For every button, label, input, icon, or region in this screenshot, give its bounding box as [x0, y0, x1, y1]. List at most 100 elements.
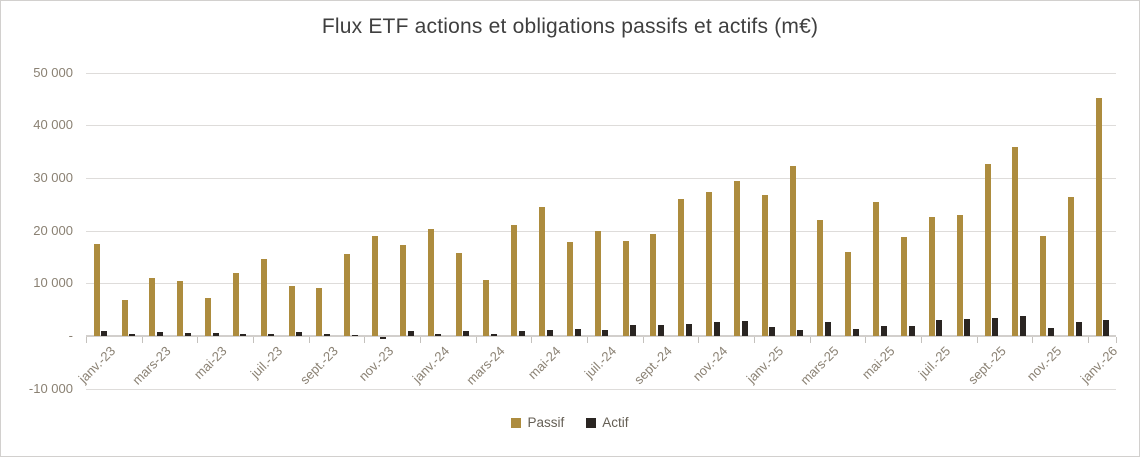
passif-bar — [121, 300, 128, 336]
passif-bar — [205, 298, 212, 336]
x-axis-tick — [141, 337, 143, 343]
passif-bar — [483, 280, 490, 336]
actif-bar — [156, 331, 163, 336]
actif-bar — [129, 333, 136, 336]
actif-bar — [630, 325, 637, 336]
passif-bar — [873, 201, 880, 336]
passif-bar — [427, 229, 434, 336]
actif-bar — [574, 328, 581, 336]
actif-bar — [268, 333, 275, 336]
passif-bar — [594, 231, 601, 336]
x-axis-tick-label: mars-23 — [129, 343, 174, 388]
y-axis-tick-label: 20 000 — [33, 222, 73, 238]
actif-bar — [296, 332, 303, 336]
actif-bar — [351, 335, 358, 337]
x-axis-tick — [197, 337, 199, 343]
actif-bar — [546, 329, 553, 336]
actif-bar — [769, 327, 776, 336]
legend-label-actif: Actif — [602, 415, 629, 430]
gridline — [86, 388, 1116, 390]
x-axis-tick-label: mai-23 — [190, 343, 230, 383]
passif-bar — [399, 244, 406, 336]
x-axis-line — [86, 335, 1116, 337]
x-axis-tick — [308, 337, 310, 343]
legend-swatch-passif — [511, 417, 522, 428]
passif-bar — [372, 235, 379, 336]
gridline — [86, 125, 1116, 127]
passif-bar — [761, 195, 768, 336]
actif-bar — [1075, 321, 1082, 336]
x-axis-tick — [976, 337, 978, 343]
x-axis-tick-label: janv.-24 — [409, 343, 452, 386]
actif-bar — [491, 333, 498, 336]
legend-item-passif: Passif — [511, 415, 564, 430]
passif-bar — [706, 191, 713, 336]
actif-bar — [852, 329, 859, 336]
actif-bar — [992, 318, 999, 336]
x-axis-tick-label: mai-24 — [524, 343, 564, 383]
passif-bar — [455, 252, 462, 336]
x-axis-tick-label: janv.-25 — [743, 343, 787, 386]
x-axis-tick — [86, 337, 87, 343]
x-axis-tick-label: nov.-25 — [1023, 343, 1065, 384]
legend: Passif Actif — [1, 415, 1139, 430]
passif-bar — [1068, 196, 1075, 336]
x-axis-tick-label: nov.-24 — [689, 343, 731, 384]
actif-bar — [212, 333, 219, 336]
actif-bar — [324, 333, 330, 336]
passif-bar — [650, 233, 657, 336]
passif-bar — [817, 219, 824, 336]
legend-item-actif: Actif — [586, 415, 629, 430]
x-axis-tick — [1088, 337, 1090, 343]
x-axis-tick-label: sept.-24 — [630, 343, 675, 388]
x-axis-tick-label: mai-25 — [858, 343, 898, 383]
actif-bar — [908, 325, 915, 336]
x-axis-tick-label: juil.-25 — [915, 343, 954, 381]
actif-bar — [407, 330, 414, 336]
gridline — [86, 177, 1116, 179]
gridline — [86, 72, 1116, 74]
y-axis-tick-label: -10 000 — [28, 380, 73, 396]
passif-bar — [511, 225, 518, 336]
x-axis-tick-label: nov.-23 — [355, 343, 397, 384]
actif-bar — [797, 329, 804, 336]
passif-bar — [316, 288, 323, 336]
actif-bar — [240, 333, 247, 336]
legend-label-passif: Passif — [527, 415, 565, 430]
actif-bar — [741, 321, 748, 336]
y-axis-tick-label: 30 000 — [33, 169, 73, 185]
x-axis-tick-label: janv.-23 — [75, 343, 118, 386]
x-axis-tick-label: janv.-26 — [1077, 343, 1121, 386]
actif-bar — [880, 325, 887, 336]
passif-bar — [733, 180, 740, 336]
x-axis-tick — [475, 337, 477, 343]
x-axis-tick — [921, 337, 923, 343]
y-axis-tick-label: 40 000 — [33, 117, 73, 133]
gridline — [86, 283, 1116, 285]
actif-bar — [713, 322, 720, 336]
chart-title: Flux ETF actions et obligations passifs … — [321, 15, 819, 38]
legend-swatch-actif — [586, 417, 597, 428]
x-axis-tick — [1116, 337, 1117, 343]
x-axis-tick — [253, 337, 255, 343]
passif-bar — [1095, 97, 1102, 336]
passif-bar — [344, 254, 351, 336]
passif-bar — [232, 272, 239, 336]
x-axis-tick — [809, 337, 811, 343]
gridline — [86, 230, 1116, 232]
x-axis-tick — [642, 337, 644, 343]
actif-bar — [184, 333, 191, 336]
actif-bar — [602, 329, 609, 336]
passif-bar — [1040, 236, 1047, 336]
actif-bar — [1103, 320, 1110, 336]
x-axis-tick-label: mars-25 — [797, 343, 842, 388]
x-axis-tick — [587, 337, 589, 343]
passif-bar — [845, 252, 852, 336]
x-axis-tick — [531, 337, 533, 343]
passif-bar — [260, 258, 267, 336]
passif-bar — [622, 241, 629, 336]
x-axis-tick — [698, 337, 700, 343]
passif-bar — [956, 215, 963, 336]
x-axis-tick-label: juil.-24 — [581, 343, 619, 381]
